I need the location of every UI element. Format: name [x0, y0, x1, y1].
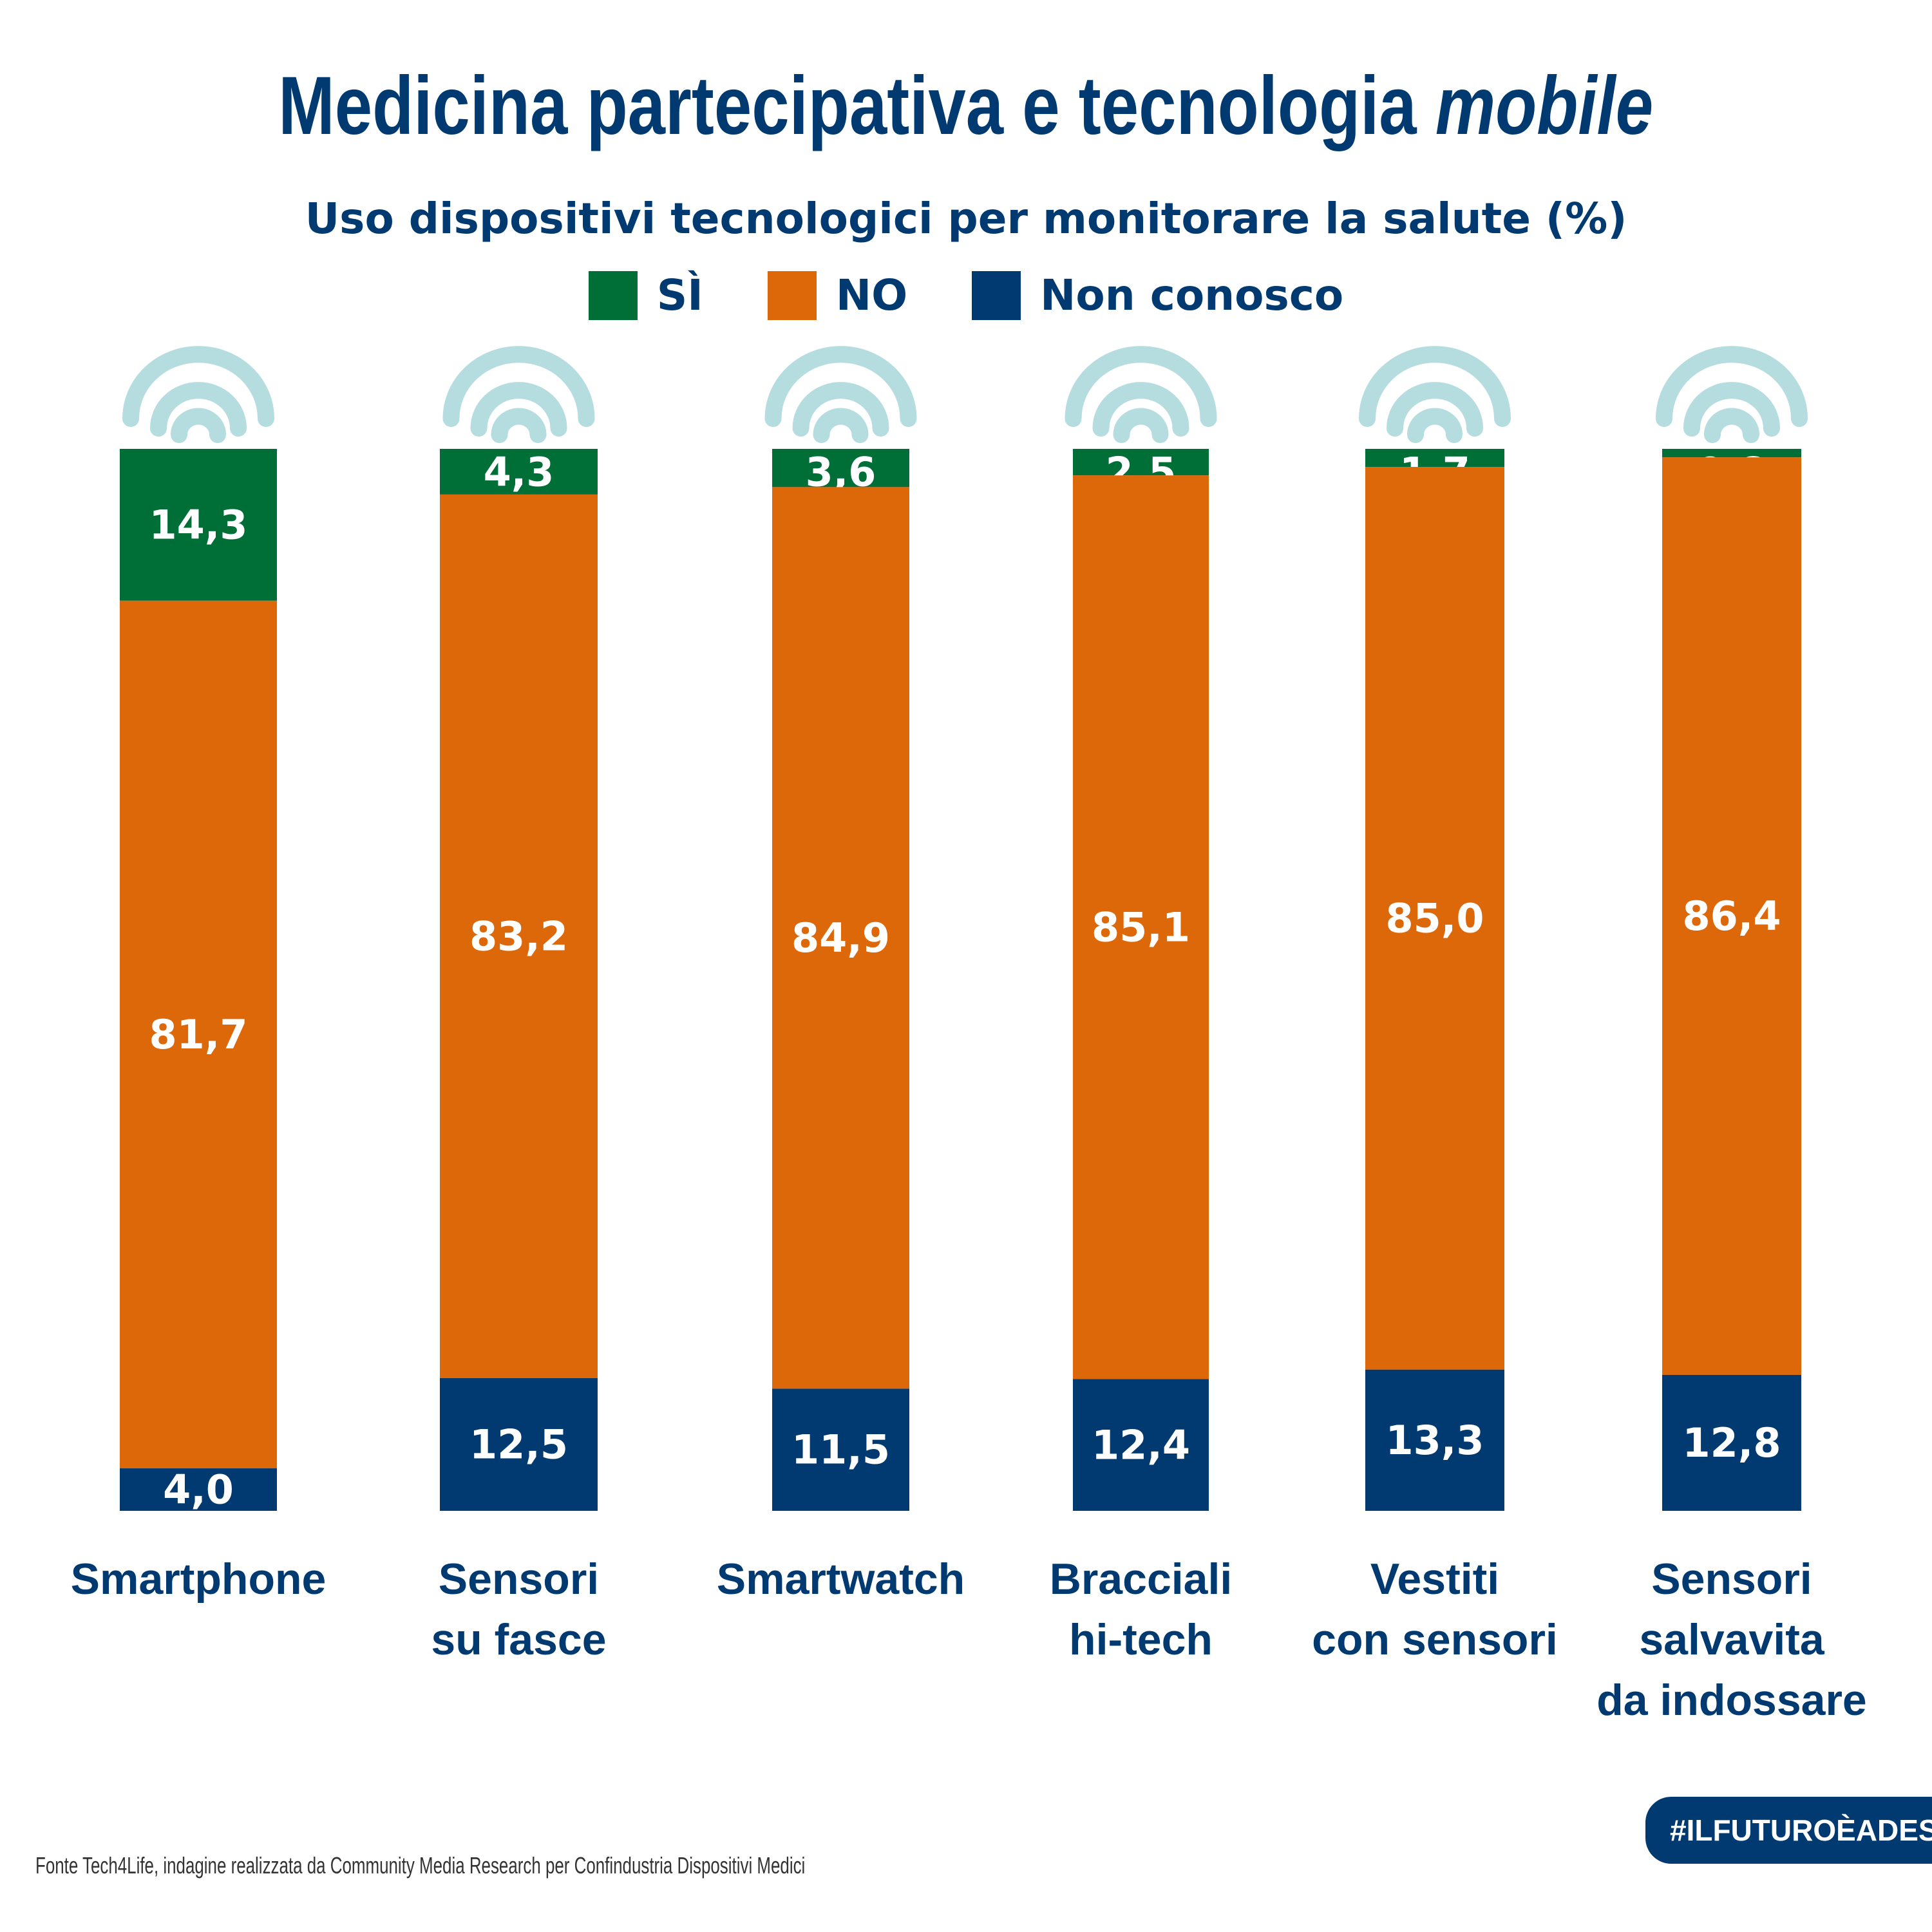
data-label: 4,0 [163, 1466, 234, 1513]
data-label: 12,8 [1683, 1419, 1781, 1466]
bar-segment-non-conosco [1073, 1379, 1209, 1511]
legend-item-non-conosco: Non conosco [972, 270, 1343, 320]
category-label: Smartwatch [716, 1555, 965, 1604]
data-label: 12,5 [469, 1421, 568, 1468]
bar-segment-non-conosco [1365, 1369, 1504, 1511]
title-italic-text: mobile [1435, 60, 1654, 152]
bar-segment-non-conosco [1662, 1374, 1801, 1511]
chart-title-area: Medicina partecipativa e tecnologia mobi… [0, 58, 1932, 161]
category-label: Bracciali hi-tech [1049, 1555, 1233, 1664]
title-text: Medicina partecipativa e tecnologia [278, 60, 1417, 152]
hashtag-badge: #ILFUTUROÈADESSO [1645, 1797, 1932, 1864]
legend-label-no: NO [835, 270, 908, 320]
category-label: Sensori salvavita da indossare [1596, 1555, 1867, 1725]
source-note: Fonte Tech4Life, indagine realizzata da … [35, 1852, 806, 1879]
data-label: 4,3 [484, 449, 554, 496]
bar-segment-non-conosco [120, 1468, 277, 1511]
bar-segment-non-conosco [440, 1378, 598, 1511]
legend-label-non-conosco: Non conosco [1040, 270, 1344, 320]
legend-item-no: NO [767, 270, 908, 320]
data-label: 83,2 [469, 913, 568, 960]
wifi-signal-icon [764, 346, 917, 443]
wifi-signal-icon [1656, 346, 1808, 443]
data-label: 11,5 [791, 1426, 890, 1473]
bar-segment-no [772, 487, 909, 1389]
category-label: Sensori su fasce [431, 1555, 607, 1664]
data-label: 85,0 [1386, 895, 1484, 942]
legend-swatch-si [588, 270, 638, 320]
bar-segment-si [1073, 449, 1209, 476]
category-label: Vestiti con sensori [1312, 1555, 1558, 1664]
legend-swatch-no [767, 270, 817, 320]
bar-segment-si [772, 449, 909, 488]
bar-segment-no [440, 494, 598, 1378]
data-label: 85,1 [1092, 904, 1190, 951]
legend: SÌ NO Non conosco [0, 270, 1932, 320]
data-label: 14,3 [149, 501, 248, 548]
chart-subtitle: Uso dispositivi tecnologici per monitora… [305, 194, 1627, 243]
data-label: 86,4 [1683, 893, 1781, 940]
bar-segment-non-conosco [772, 1388, 909, 1511]
wifi-signal-icon [1359, 346, 1511, 443]
data-label: 81,7 [149, 1011, 248, 1058]
category-label: Smartphone [70, 1555, 327, 1604]
bar-segment-no [1365, 467, 1504, 1370]
wifi-signal-icon [122, 346, 274, 443]
bar-segment-no [1073, 475, 1209, 1379]
hashtag-text: #ILFUTUROÈADESSO [1670, 1814, 1932, 1847]
legend-swatch-non-conosco [972, 270, 1021, 320]
legend-label-si: SÌ [656, 270, 703, 320]
chart-title: Medicina partecipativa e tecnologia mobi… [279, 58, 1654, 161]
legend-item-si: SÌ [588, 270, 703, 320]
data-label: 84,9 [791, 914, 890, 961]
data-label: 13,3 [1386, 1417, 1484, 1464]
bar-segment-no [1662, 457, 1801, 1375]
bar-segment-si [1662, 449, 1801, 458]
wifi-signal-icon [442, 346, 595, 443]
bar-segment-si [120, 449, 277, 601]
bar-segment-no [120, 600, 277, 1469]
bar-segment-si [1365, 449, 1504, 468]
data-label: 12,4 [1092, 1421, 1190, 1468]
bar-segment-si [440, 449, 598, 495]
wifi-signal-icon [1065, 346, 1217, 443]
